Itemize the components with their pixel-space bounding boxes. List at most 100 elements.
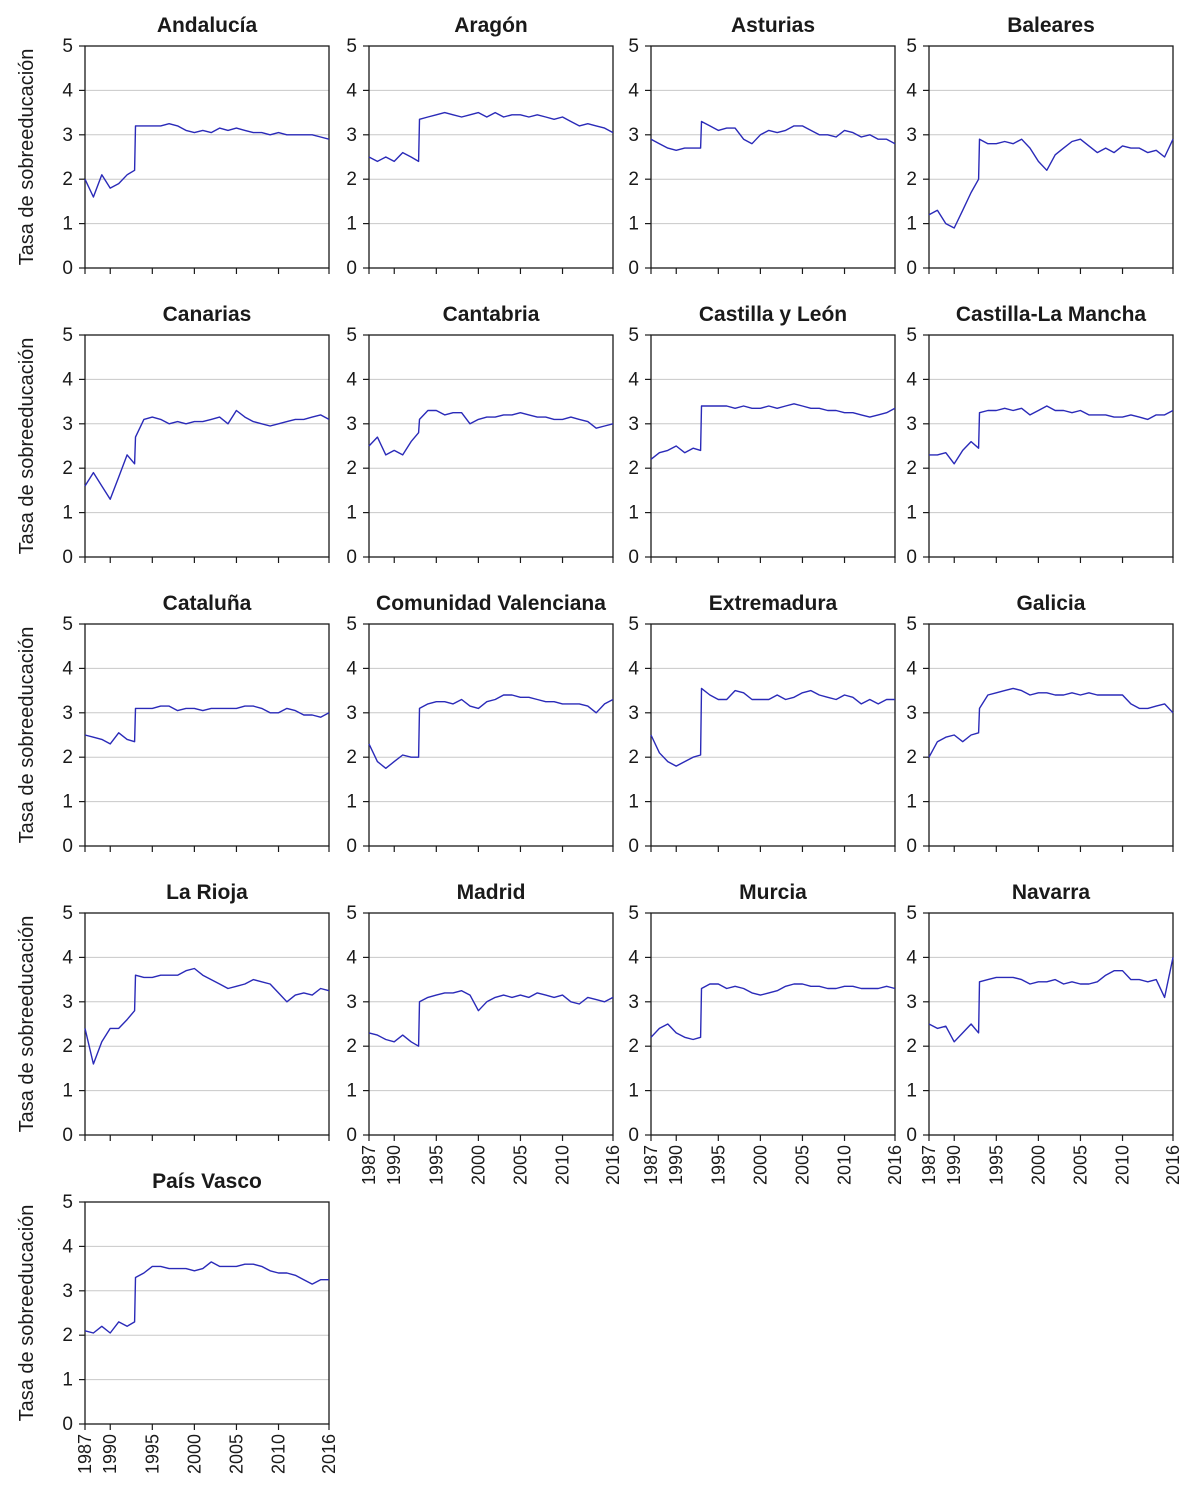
y-tick-label: 4 bbox=[628, 658, 639, 679]
plot-frame bbox=[928, 623, 1174, 847]
x-tick-label: 2010 bbox=[553, 1145, 573, 1185]
y-tick-label: 5 bbox=[346, 903, 357, 924]
panel-extremadura: Extremadura 0 1 2 3 4 5 bbox=[628, 592, 896, 857]
x-tick-label: 1990 bbox=[944, 1145, 964, 1185]
panel-title: Andalucía bbox=[157, 14, 258, 37]
x-tick-label: 2005 bbox=[510, 1145, 530, 1185]
x-tick-label: 2016 bbox=[319, 1434, 339, 1474]
y-tick-label: 2 bbox=[628, 747, 639, 768]
y-tick-label: 2 bbox=[62, 1036, 73, 1057]
panel-title: Castilla y León bbox=[699, 303, 847, 326]
panel-title: Aragón bbox=[454, 14, 528, 37]
y-axis-label: Tasa de sobreeducación bbox=[16, 49, 38, 266]
x-tick-label: 2010 bbox=[1113, 1145, 1133, 1185]
y-tick-label: 0 bbox=[346, 1125, 357, 1146]
series-line bbox=[928, 138, 1174, 229]
plot-frame bbox=[928, 45, 1174, 269]
y-axis-label: Tasa de sobreeducación bbox=[16, 1205, 38, 1422]
y-tick-label: 5 bbox=[628, 36, 639, 57]
y-tick-label: 2 bbox=[906, 747, 917, 768]
panel-title: Extremadura bbox=[709, 592, 838, 615]
y-tick-label: 2 bbox=[62, 1325, 73, 1346]
y-tick-label: 3 bbox=[62, 414, 73, 435]
x-tick-label: 2000 bbox=[468, 1145, 488, 1185]
y-tick-label: 4 bbox=[62, 369, 73, 390]
x-tick-label: 2000 bbox=[184, 1434, 204, 1474]
y-tick-label: 1 bbox=[62, 503, 73, 524]
x-tick-label: 1990 bbox=[666, 1145, 686, 1185]
y-tick-label: 0 bbox=[906, 547, 917, 568]
y-tick-label: 2 bbox=[346, 1036, 357, 1057]
y-tick-label: 0 bbox=[346, 258, 357, 279]
plot-frame bbox=[650, 623, 896, 847]
series-line bbox=[650, 403, 896, 460]
y-tick-label: 0 bbox=[628, 258, 639, 279]
y-tick-label: 3 bbox=[346, 703, 357, 724]
series-line bbox=[650, 687, 895, 767]
y-tick-label: 3 bbox=[62, 125, 73, 146]
series-line bbox=[929, 405, 1174, 465]
y-tick-label: 3 bbox=[346, 414, 357, 435]
y-tick-label: 1 bbox=[346, 503, 357, 524]
y-tick-label: 0 bbox=[62, 1414, 73, 1435]
panel-title: Cataluña bbox=[163, 592, 252, 615]
panel-title: Cantabria bbox=[443, 303, 540, 326]
x-tick-label: 1995 bbox=[708, 1145, 728, 1185]
series-line bbox=[368, 694, 614, 769]
x-tick-label: 2005 bbox=[1070, 1145, 1090, 1185]
panel-madrid: Madrid 0 1 2 3 4 5 1987 1990 1995 2000 2005 2010 2016 bbox=[346, 881, 623, 1185]
panel-title: Baleares bbox=[1007, 14, 1095, 37]
panel-murcia: Murcia 0 1 2 3 4 5 1987 1990 1995 2000 2005 2010 2016 bbox=[628, 881, 905, 1185]
x-tick-label: 2016 bbox=[885, 1145, 905, 1185]
plot-frame bbox=[650, 334, 896, 558]
panel-title: La Rioja bbox=[166, 881, 248, 904]
plot-frame bbox=[928, 912, 1174, 1136]
y-tick-label: 0 bbox=[628, 836, 639, 857]
panel-title: Navarra bbox=[1012, 881, 1091, 904]
y-tick-label: 1 bbox=[346, 792, 357, 813]
y-tick-label: 3 bbox=[628, 414, 639, 435]
y-tick-label: 2 bbox=[346, 458, 357, 479]
x-tick-label: 1990 bbox=[384, 1145, 404, 1185]
y-tick-label: 3 bbox=[346, 125, 357, 146]
series-line bbox=[368, 409, 614, 456]
y-tick-label: 5 bbox=[906, 903, 917, 924]
x-tick-label: 2000 bbox=[1028, 1145, 1048, 1185]
y-tick-label: 5 bbox=[628, 325, 639, 346]
y-tick-label: 5 bbox=[906, 614, 917, 635]
series-line bbox=[650, 983, 896, 1041]
plot-frame bbox=[368, 45, 614, 269]
y-tick-label: 5 bbox=[62, 1192, 73, 1213]
plot-frame bbox=[928, 334, 1174, 558]
panel-title: Madrid bbox=[457, 881, 526, 904]
x-tick-label: 2000 bbox=[750, 1145, 770, 1185]
x-tick-label: 2010 bbox=[835, 1145, 855, 1185]
y-tick-label: 5 bbox=[346, 325, 357, 346]
x-tick-label: 2005 bbox=[226, 1434, 246, 1474]
y-tick-label: 1 bbox=[62, 1370, 73, 1391]
panel-baleares: Baleares 0 1 2 3 4 5 bbox=[906, 14, 1174, 279]
y-tick-label: 2 bbox=[628, 1036, 639, 1057]
y-tick-label: 3 bbox=[906, 992, 917, 1013]
y-tick-label: 4 bbox=[346, 947, 357, 968]
panel-navarra: Navarra 0 1 2 3 4 5 1987 1990 1995 2000 2005 2010 201… bbox=[906, 881, 1183, 1185]
y-tick-label: 2 bbox=[628, 169, 639, 190]
y-axis-label: Tasa de sobreeducación bbox=[16, 916, 38, 1133]
panel-title: Galicia bbox=[1017, 592, 1086, 615]
y-tick-label: 3 bbox=[62, 703, 73, 724]
panel-canarias: Canarias 0 1 2 3 4 5 Tasa de sobreeducación bbox=[16, 303, 330, 568]
x-tick-label: 2016 bbox=[603, 1145, 623, 1185]
panel-title: Murcia bbox=[739, 881, 807, 904]
x-tick-label: 1987 bbox=[919, 1145, 939, 1185]
x-tick-label: 2010 bbox=[269, 1434, 289, 1474]
y-tick-label: 1 bbox=[346, 214, 357, 235]
y-tick-label: 4 bbox=[906, 947, 917, 968]
y-tick-label: 5 bbox=[62, 36, 73, 57]
y-tick-label: 1 bbox=[628, 214, 639, 235]
y-tick-label: 2 bbox=[346, 169, 357, 190]
y-tick-label: 1 bbox=[906, 503, 917, 524]
panel-cataluna: Cataluña 0 1 2 3 4 5 Tasa de sobreeducación bbox=[16, 592, 330, 857]
y-tick-label: 5 bbox=[62, 614, 73, 635]
y-tick-label: 2 bbox=[62, 458, 73, 479]
